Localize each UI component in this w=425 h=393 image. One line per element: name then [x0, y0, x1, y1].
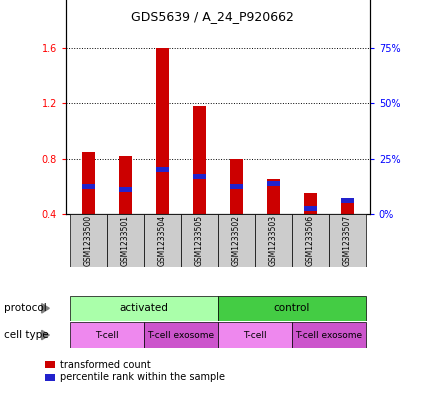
FancyBboxPatch shape	[181, 214, 218, 267]
Text: T-cell: T-cell	[95, 331, 119, 340]
FancyBboxPatch shape	[70, 214, 107, 267]
Text: GSM1233506: GSM1233506	[306, 215, 315, 266]
Bar	[193, 174, 206, 179]
FancyBboxPatch shape	[292, 322, 366, 348]
Bar	[230, 184, 243, 189]
FancyBboxPatch shape	[70, 296, 218, 321]
Bar	[119, 187, 132, 192]
Text: GSM1233500: GSM1233500	[84, 215, 93, 266]
FancyBboxPatch shape	[292, 214, 329, 267]
Bar	[156, 167, 169, 172]
FancyBboxPatch shape	[218, 214, 255, 267]
Text: protocol: protocol	[4, 303, 47, 313]
Bar	[267, 180, 280, 214]
Text: T-cell: T-cell	[243, 331, 266, 340]
FancyBboxPatch shape	[218, 296, 366, 321]
Text: T-cell exosome: T-cell exosome	[147, 331, 214, 340]
Bar	[119, 156, 132, 214]
Bar	[304, 206, 317, 211]
Bar	[156, 48, 169, 214]
Bar	[267, 181, 280, 186]
Bar	[341, 203, 354, 214]
Bar	[193, 106, 206, 214]
FancyBboxPatch shape	[144, 322, 218, 348]
Text: activated: activated	[119, 303, 168, 313]
FancyBboxPatch shape	[107, 214, 144, 267]
Text: GDS5639 / A_24_P920662: GDS5639 / A_24_P920662	[131, 10, 294, 23]
Text: GSM1233504: GSM1233504	[158, 215, 167, 266]
Text: percentile rank within the sample: percentile rank within the sample	[60, 372, 224, 382]
Text: T-cell exosome: T-cell exosome	[295, 331, 363, 340]
Text: cell type: cell type	[4, 330, 49, 340]
Bar	[304, 193, 317, 214]
FancyBboxPatch shape	[144, 214, 181, 267]
FancyBboxPatch shape	[70, 322, 144, 348]
Text: GSM1233502: GSM1233502	[232, 215, 241, 266]
Bar	[230, 159, 243, 214]
Bar	[82, 152, 95, 214]
Text: GSM1233501: GSM1233501	[121, 215, 130, 266]
Text: GSM1233503: GSM1233503	[269, 215, 278, 266]
FancyBboxPatch shape	[218, 322, 292, 348]
Text: GSM1233505: GSM1233505	[195, 215, 204, 266]
Bar	[341, 198, 354, 203]
FancyBboxPatch shape	[329, 214, 366, 267]
Bar	[82, 184, 95, 189]
FancyBboxPatch shape	[255, 214, 292, 267]
Text: GSM1233507: GSM1233507	[343, 215, 352, 266]
Text: control: control	[274, 303, 310, 313]
Text: transformed count: transformed count	[60, 360, 150, 370]
